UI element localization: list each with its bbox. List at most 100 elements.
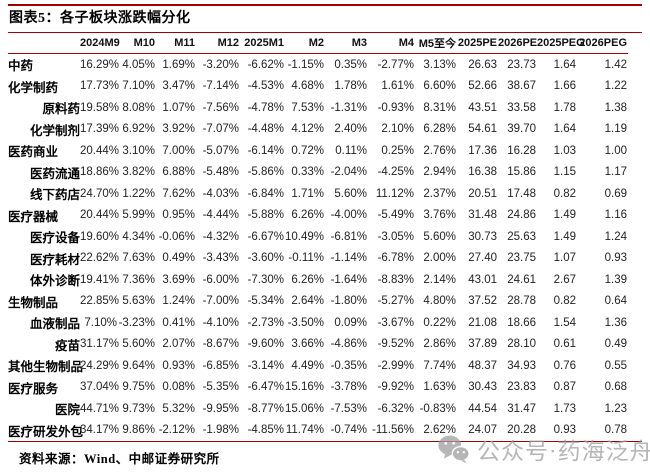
table-cell: 1.36 — [604, 316, 627, 329]
table-cell: 20.44% — [80, 144, 120, 157]
column-header: M4 — [368, 33, 415, 54]
row-label: 医疗器械 — [8, 209, 59, 224]
table-cell: -3.43% — [202, 252, 239, 265]
table-cell: 0.41% — [162, 316, 195, 329]
table-cell: 15.16% — [285, 381, 325, 394]
table-cell: 5.32% — [162, 402, 195, 415]
table-cell: 8.31% — [423, 101, 456, 114]
table-cell: -1.15% — [287, 58, 324, 71]
table-cell: 52.66 — [468, 80, 497, 93]
table-cell: 20.51 — [468, 187, 497, 200]
table-cell: 2.40% — [334, 123, 367, 136]
table-cell: 16.38 — [468, 166, 497, 179]
table-cell: 4.80% — [423, 295, 456, 308]
table-cell: 1.54 — [553, 316, 576, 329]
column-header: M2 — [285, 33, 325, 54]
table-row: 医疗设备 19.60% 4.34% -0.06% -4.32% -6.67% 10.49% -… — [8, 226, 628, 248]
table-cell: -7.30% — [247, 273, 284, 286]
table-cell: 0.82 — [553, 187, 576, 200]
divider-bottom — [8, 441, 642, 442]
table-cell: 0.93 — [604, 252, 627, 265]
table-cell: 0.55 — [604, 359, 627, 372]
table-cell: -1.64% — [330, 273, 367, 286]
table-cell: 34.17% — [80, 424, 120, 437]
table-cell: 2.94% — [423, 166, 456, 179]
table-cell: -5.35% — [202, 381, 239, 394]
table-row: 医疗研发外包 34.17% 9.86% -2.12% -1.98% -4.85% 11.74… — [8, 420, 628, 442]
table-cell: 19.58% — [80, 101, 120, 114]
table-cell: 3.76% — [423, 209, 456, 222]
table-cell: -8.67% — [202, 338, 239, 351]
table-cell: 0.78 — [604, 424, 627, 437]
table-cell: 31.47 — [507, 402, 536, 415]
table-cell: 44.71% — [80, 402, 120, 415]
table-cell: 26.63 — [468, 58, 497, 71]
column-header: 2026PE — [498, 33, 537, 54]
table-cell: -11.56% — [372, 424, 414, 437]
table-cell: 5.99% — [122, 209, 155, 222]
row-label: 血液制品 — [29, 317, 80, 332]
table-cell: -6.32% — [377, 402, 414, 415]
row-label: 化学制剂 — [29, 123, 80, 138]
table-cell: 4.49% — [291, 359, 324, 372]
column-header: M10 — [118, 33, 156, 54]
table-cell: 0.72% — [291, 144, 324, 157]
table-cell: 23.73 — [507, 58, 536, 71]
table-cell: -8.77% — [247, 402, 284, 415]
table-cell: -7.56% — [202, 101, 239, 114]
table-cell: 24.07 — [468, 424, 497, 437]
column-header: 2024M9 — [80, 33, 120, 54]
column-header: M3 — [325, 33, 368, 54]
table-cell: -6.00% — [202, 273, 239, 286]
table-cell: 0.93 — [553, 424, 576, 437]
table-cell: 1.03 — [553, 144, 576, 157]
table-cell: 1.61% — [381, 80, 414, 93]
table-cell: 0.82 — [553, 295, 576, 308]
row-label: 医疗服务 — [8, 381, 59, 396]
table-cell: -5.49% — [377, 209, 414, 222]
table-cell: 0.33% — [291, 166, 324, 179]
table-cell: 28.10 — [507, 338, 536, 351]
table-cell: 6.28% — [423, 123, 456, 136]
table-cell: 1.22% — [122, 187, 155, 200]
table-cell: 7.62% — [162, 187, 195, 200]
table-cell: 0.22% — [423, 316, 456, 329]
table-cell: 7.74% — [423, 359, 456, 372]
table-cell: -2.99% — [377, 359, 414, 372]
table-cell: -2.12% — [158, 424, 195, 437]
row-label: 化学制药 — [8, 80, 59, 95]
table-cell: 7.10% — [122, 80, 155, 93]
table-row: 生物制品 22.85% 5.63% 1.24% -7.00% -5.34% 2.64% -1.… — [8, 291, 628, 313]
table-cell: -4.32% — [202, 230, 239, 243]
table-cell: -7.14% — [202, 80, 239, 93]
table-cell: 1.07% — [162, 101, 195, 114]
column-header: M12 — [196, 33, 240, 54]
table-cell: -6.78% — [377, 252, 414, 265]
table-cell: -0.83% — [419, 402, 456, 415]
table-cell: -0.11% — [288, 252, 324, 265]
table-cell: -1.80% — [330, 295, 367, 308]
table-cell: 1.22 — [604, 80, 627, 93]
table-cell: -7.53% — [330, 402, 367, 415]
table-cell: 0.11% — [335, 144, 367, 157]
column-header: M11 — [156, 33, 196, 54]
data-table: 2024M9 M10 M11 M12 2025M1 M2 M3 M4 M5至今 2025PE 202… — [8, 33, 628, 441]
table-cell: 4.68% — [291, 80, 324, 93]
table-cell: -3.23% — [118, 316, 155, 329]
table-cell: 7.53% — [291, 101, 324, 114]
table-cell: 15.86 — [507, 166, 536, 179]
table-cell: 20.44% — [80, 209, 120, 222]
table-cell: 24.61 — [507, 273, 536, 286]
table-cell: 9.64% — [122, 359, 155, 372]
table-body: 中药 16.29% 4.05% 1.69% -3.20% -6.62% -1.15% 0.35… — [8, 54, 628, 442]
table-cell: -3.78% — [330, 381, 367, 394]
table-cell: -4.00% — [330, 209, 367, 222]
table-cell: 15.06% — [285, 402, 325, 415]
table-cell: -5.34% — [247, 295, 284, 308]
table-cell: 0.64 — [604, 295, 627, 308]
table-cell: 24.86 — [507, 209, 536, 222]
table-cell: 2.67 — [553, 273, 576, 286]
table-cell: 19.60% — [80, 230, 120, 243]
table-cell: -5.88% — [247, 209, 284, 222]
row-label: 医疗研发外包 — [8, 424, 84, 439]
